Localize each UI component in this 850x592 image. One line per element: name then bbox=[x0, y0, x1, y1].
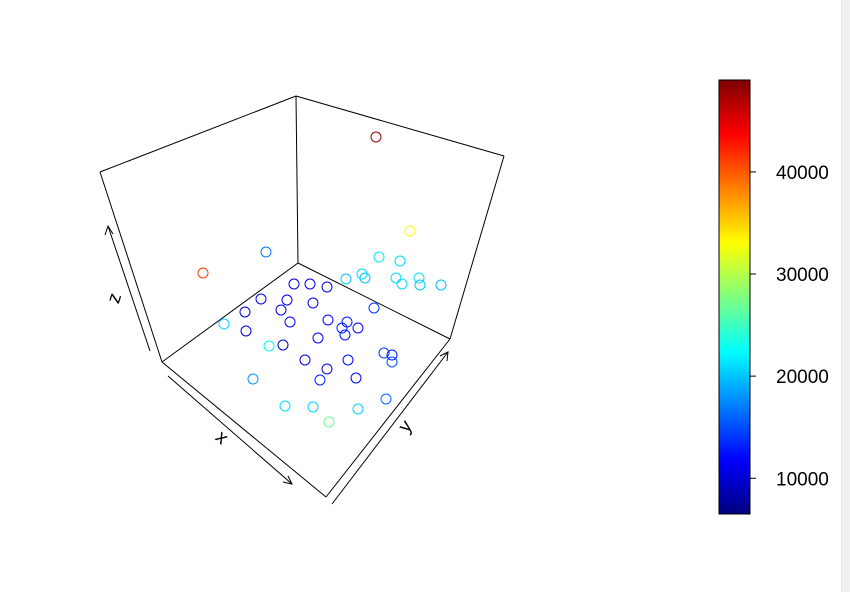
data-point bbox=[323, 416, 335, 428]
data-point bbox=[288, 278, 300, 290]
points-layer bbox=[197, 131, 447, 428]
colorbar: 10000 20000 30000 40000 bbox=[718, 79, 829, 515]
data-point bbox=[312, 332, 324, 344]
data-point bbox=[275, 304, 287, 316]
data-point bbox=[322, 314, 334, 326]
data-point bbox=[378, 347, 390, 359]
data-point bbox=[307, 401, 319, 413]
data-point bbox=[342, 354, 354, 366]
data-point bbox=[255, 293, 267, 305]
data-point bbox=[304, 278, 316, 290]
scrollbar-strip bbox=[841, 0, 850, 592]
data-point bbox=[307, 297, 319, 309]
data-point bbox=[321, 363, 333, 375]
data-point bbox=[413, 272, 425, 284]
data-point bbox=[394, 255, 406, 267]
data-point bbox=[218, 318, 230, 330]
colorbar-tick-label: 20000 bbox=[776, 367, 829, 388]
data-point bbox=[263, 340, 275, 352]
colorbar-tick-label: 10000 bbox=[776, 469, 829, 490]
data-point bbox=[197, 267, 209, 279]
data-point bbox=[352, 403, 364, 415]
data-point bbox=[260, 246, 272, 258]
data-point bbox=[386, 349, 398, 361]
data-point bbox=[368, 302, 380, 314]
data-point bbox=[339, 329, 351, 341]
data-point bbox=[356, 268, 368, 280]
box-edges bbox=[99, 95, 505, 498]
data-point bbox=[396, 278, 408, 290]
y-axis-label: y bbox=[394, 416, 417, 437]
data-point bbox=[380, 393, 392, 405]
data-point bbox=[321, 281, 333, 293]
colorbar-tick-label: 30000 bbox=[776, 265, 829, 286]
data-point bbox=[435, 279, 447, 291]
data-point bbox=[359, 272, 371, 284]
data-point bbox=[340, 273, 352, 285]
data-point bbox=[414, 279, 426, 291]
data-point bbox=[341, 316, 353, 328]
colorbar-tick-label: 40000 bbox=[776, 163, 829, 184]
data-point bbox=[373, 251, 385, 263]
data-point bbox=[240, 325, 252, 337]
colorbar-gradient bbox=[718, 79, 751, 515]
data-point bbox=[350, 372, 362, 384]
data-point bbox=[279, 400, 291, 412]
x-axis-label: x bbox=[211, 427, 232, 449]
data-point bbox=[239, 306, 251, 318]
data-point bbox=[336, 322, 348, 334]
data-point bbox=[281, 294, 293, 306]
axis-arrows bbox=[104, 224, 449, 505]
data-point bbox=[284, 316, 296, 328]
colorbar-ticks: 10000 20000 30000 40000 bbox=[750, 163, 829, 490]
data-point bbox=[352, 322, 364, 334]
data-point bbox=[277, 339, 289, 351]
data-point bbox=[299, 354, 311, 366]
data-point bbox=[247, 373, 259, 385]
data-point bbox=[314, 374, 326, 386]
data-point bbox=[370, 131, 382, 143]
data-point bbox=[386, 356, 398, 368]
z-axis-label: z bbox=[103, 291, 126, 307]
data-point bbox=[404, 225, 416, 237]
data-point bbox=[390, 272, 402, 284]
